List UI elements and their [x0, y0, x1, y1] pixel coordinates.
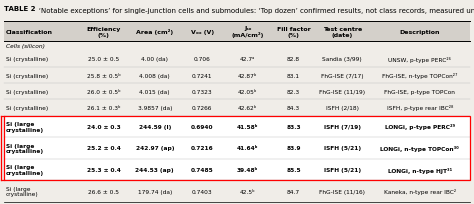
Text: 42.5ᵇ: 42.5ᵇ [240, 189, 255, 194]
Text: Si (crystalline): Si (crystalline) [6, 89, 48, 94]
Text: Cells (silicon): Cells (silicon) [6, 44, 45, 49]
Text: Kaneka, n-type rear IBC²: Kaneka, n-type rear IBC² [384, 188, 456, 194]
Text: UNSW, p-type PERC²⁶: UNSW, p-type PERC²⁶ [388, 57, 451, 62]
Text: LONGi, n-type HJT³¹: LONGi, n-type HJT³¹ [388, 167, 452, 173]
Text: 4.00 (da): 4.00 (da) [141, 57, 168, 62]
Text: 25.3 ± 0.4: 25.3 ± 0.4 [87, 167, 121, 172]
Text: FhG-ISE, n-type TOPCon²⁷: FhG-ISE, n-type TOPCon²⁷ [382, 73, 457, 79]
Text: 0.706: 0.706 [194, 57, 210, 62]
Text: Description: Description [400, 30, 440, 34]
Text: 84.7: 84.7 [287, 189, 300, 194]
Text: 41.64ᵇ: 41.64ᵇ [237, 146, 258, 151]
Text: Sandia (3/99): Sandia (3/99) [322, 57, 362, 62]
Text: 84.3: 84.3 [287, 105, 300, 110]
Text: Si (large
crystalline): Si (large crystalline) [6, 186, 39, 196]
Text: 244.53 (ap): 244.53 (ap) [136, 167, 174, 172]
Text: LONGi, n-type TOPCon³⁰: LONGi, n-type TOPCon³⁰ [381, 145, 459, 151]
Text: 42.05ᵇ: 42.05ᵇ [238, 89, 257, 94]
Bar [4, 159, 470, 181]
Text: 42.7ᵃ: 42.7ᵃ [240, 57, 255, 62]
Bar [4, 100, 470, 116]
Text: 242.97 (ap): 242.97 (ap) [136, 146, 174, 151]
Bar [4, 116, 470, 137]
Bar [4, 51, 470, 68]
Text: 83.3: 83.3 [286, 124, 301, 129]
Text: 26.1 ± 0.3ᵇ: 26.1 ± 0.3ᵇ [87, 105, 120, 110]
Text: ISFH (5/21): ISFH (5/21) [324, 167, 361, 172]
Text: 83.9: 83.9 [286, 146, 301, 151]
Text: ISFH, p-type rear IBC²⁸: ISFH, p-type rear IBC²⁸ [387, 105, 453, 111]
Text: 24.0 ± 0.3: 24.0 ± 0.3 [87, 124, 121, 129]
Text: Fill factor
(%): Fill factor (%) [277, 27, 310, 37]
Text: Si (crystalline): Si (crystalline) [6, 105, 48, 110]
Text: 42.62ᵇ: 42.62ᵇ [238, 105, 257, 110]
Text: 244.59 (l): 244.59 (l) [138, 124, 171, 129]
Text: Si (large
crystalline): Si (large crystalline) [6, 122, 44, 132]
Text: 39.48ᵇ: 39.48ᵇ [237, 167, 258, 172]
Text: TABLE 2: TABLE 2 [4, 6, 36, 12]
Text: Si (large
crystalline): Si (large crystalline) [6, 143, 44, 153]
Text: ‘Notable exceptions’ for single-junction cells and submodules: ‘Top dozen’ confi: ‘Notable exceptions’ for single-junction… [32, 6, 474, 13]
Text: 42.87ᵇ: 42.87ᵇ [238, 73, 257, 78]
Bar [4, 116, 470, 181]
Text: 25.0 ± 0.5: 25.0 ± 0.5 [88, 57, 119, 62]
Bar [4, 84, 470, 100]
Text: 82.3: 82.3 [287, 89, 300, 94]
Text: FhG-ISE (7/17): FhG-ISE (7/17) [321, 73, 364, 78]
Text: Area (cm²): Area (cm²) [136, 29, 173, 35]
Bar [4, 181, 470, 202]
Text: Vₒₓ (V): Vₒₓ (V) [191, 30, 214, 34]
Text: 26.6 ± 0.5: 26.6 ± 0.5 [88, 189, 119, 194]
Text: 85.5: 85.5 [286, 167, 301, 172]
Bar [4, 137, 470, 159]
Text: 4.008 (da): 4.008 (da) [139, 73, 170, 78]
Text: Efficiency
(%): Efficiency (%) [87, 27, 121, 37]
Text: FhG-ISE (11/19): FhG-ISE (11/19) [319, 89, 365, 94]
Text: FhG-ISE, p-type TOPCon: FhG-ISE, p-type TOPCon [384, 89, 455, 94]
Text: LONGi, p-type PERC²⁹: LONGi, p-type PERC²⁹ [385, 124, 455, 130]
Text: 25.2 ± 0.4: 25.2 ± 0.4 [87, 146, 121, 151]
Text: ISFH (2/18): ISFH (2/18) [326, 105, 359, 110]
Text: 41.58ᵇ: 41.58ᵇ [237, 124, 258, 129]
Text: 0.7241: 0.7241 [192, 73, 212, 78]
Text: 26.0 ± 0.5ᵇ: 26.0 ± 0.5ᵇ [87, 89, 120, 94]
Text: Si (large
crystalline): Si (large crystalline) [6, 165, 44, 175]
Text: 3.9857 (da): 3.9857 (da) [137, 105, 172, 110]
Text: 4.015 (da): 4.015 (da) [139, 89, 170, 94]
Text: FhG-ISE (11/16): FhG-ISE (11/16) [319, 189, 365, 194]
Text: 25.8 ± 0.5ᵇ: 25.8 ± 0.5ᵇ [87, 73, 121, 78]
Text: 0.7266: 0.7266 [192, 105, 212, 110]
Text: ISFH (7/19): ISFH (7/19) [324, 124, 361, 129]
Bar [4, 22, 470, 42]
Text: 0.7403: 0.7403 [192, 189, 212, 194]
Text: 0.7216: 0.7216 [191, 146, 213, 151]
Text: Jₛₓ
(mA/cm²): Jₛₓ (mA/cm²) [231, 26, 264, 38]
Text: Si (crystalline): Si (crystalline) [6, 73, 48, 78]
Text: Si (crystalline): Si (crystalline) [6, 57, 48, 62]
Text: 83.1: 83.1 [287, 73, 300, 78]
Text: 0.6940: 0.6940 [191, 124, 213, 129]
Text: 0.7323: 0.7323 [192, 89, 212, 94]
Text: 179.74 (da): 179.74 (da) [137, 189, 172, 194]
Text: ISFH (5/21): ISFH (5/21) [324, 146, 361, 151]
Text: Classification: Classification [6, 30, 53, 34]
Text: 0.7485: 0.7485 [191, 167, 213, 172]
Text: Test centre
(date): Test centre (date) [323, 27, 362, 37]
Text: 82.8: 82.8 [287, 57, 300, 62]
Bar [4, 68, 470, 84]
